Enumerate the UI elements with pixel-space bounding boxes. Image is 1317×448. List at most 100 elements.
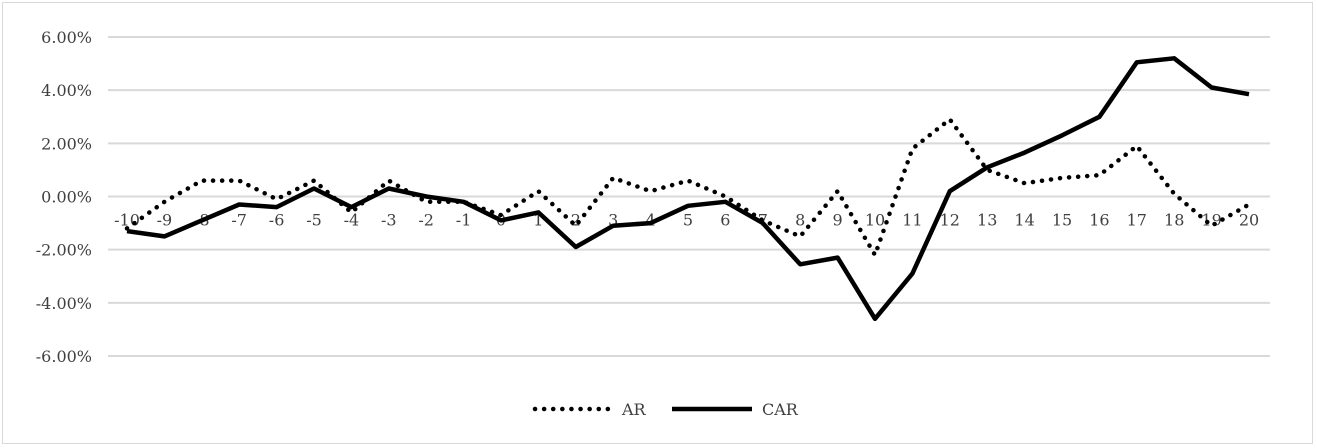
- data-point-car: [613, 225, 614, 226]
- y-tick-label: -2.00%: [36, 241, 92, 260]
- x-tick-label: 13: [977, 211, 997, 230]
- data-point-ar: [575, 225, 576, 226]
- data-point-car: [800, 264, 801, 265]
- x-tick-label: 12: [940, 211, 960, 230]
- data-point-ar: [127, 228, 128, 229]
- data-point-car: [837, 257, 838, 258]
- data-point-car: [239, 204, 240, 205]
- x-tick-label: 2: [571, 211, 581, 230]
- data-point-ar: [1136, 145, 1137, 146]
- x-tick-label: -3: [381, 211, 397, 230]
- y-axis-ticks: 6.00% 4.00% 2.00% 0.00% -2.00% -4.00% -6.00%: [36, 28, 92, 366]
- data-point-car: [201, 220, 202, 221]
- legend: AR CAR: [532, 400, 799, 419]
- data-point-ar: [1062, 177, 1063, 178]
- x-tick-label: 14: [1014, 211, 1034, 230]
- data-point-car: [949, 191, 950, 192]
- data-point-car: [762, 223, 763, 224]
- data-point-car: [164, 236, 165, 237]
- data-point-ar: [351, 212, 352, 213]
- x-tick-label: 20: [1239, 211, 1259, 230]
- x-tick-label: 3: [608, 211, 618, 230]
- data-point-car: [1062, 135, 1063, 136]
- x-tick-label: 4: [646, 211, 656, 230]
- data-point-ar: [1174, 193, 1175, 194]
- data-point-car: [426, 196, 427, 197]
- data-point-ar: [875, 254, 876, 255]
- x-tick-label: 10: [865, 211, 885, 230]
- data-point-ar: [501, 215, 502, 216]
- series-points-ar: [127, 119, 1250, 256]
- legend-item-ar: AR: [532, 400, 647, 419]
- data-point-ar: [1099, 175, 1100, 176]
- data-point-ar: [1211, 225, 1212, 226]
- data-point-ar: [201, 180, 202, 181]
- data-point-ar: [837, 191, 838, 192]
- data-point-car: [276, 207, 277, 208]
- data-point-ar: [725, 196, 726, 197]
- data-point-car: [912, 273, 913, 274]
- data-point-car: [575, 247, 576, 248]
- y-tick-label: 6.00%: [41, 28, 92, 47]
- x-tick-label: 16: [1089, 211, 1109, 230]
- x-tick-label: 9: [833, 211, 843, 230]
- data-point-ar: [912, 148, 913, 149]
- x-tick-label: 8: [795, 211, 805, 230]
- data-point-car: [1211, 87, 1212, 88]
- data-point-car: [875, 318, 876, 319]
- data-point-car: [463, 201, 464, 202]
- data-point-ar: [1024, 183, 1025, 184]
- data-point-ar: [688, 180, 689, 181]
- data-point-car: [688, 205, 689, 206]
- data-point-ar: [388, 180, 389, 181]
- data-point-ar: [800, 236, 801, 237]
- x-tick-label: -2: [418, 211, 434, 230]
- data-point-car: [501, 220, 502, 221]
- legend-item-car: CAR: [672, 400, 799, 419]
- data-point-ar: [239, 180, 240, 181]
- x-tick-label: 17: [1127, 211, 1147, 230]
- x-tick-label: 11: [902, 211, 922, 230]
- data-point-car: [1136, 62, 1137, 63]
- legend-label-ar: AR: [621, 400, 647, 419]
- data-point-ar: [164, 201, 165, 202]
- y-tick-label: 4.00%: [41, 81, 92, 100]
- y-tick-label: -4.00%: [36, 294, 92, 313]
- x-tick-label: 18: [1164, 211, 1184, 230]
- x-axis-ticks: -10 -9 -8 -7 -6 -5 -4 -3 -2 -1 0 1 2 3 4 5 6 7 8 9 10 11 12 13 1…: [114, 211, 1259, 230]
- series-line-car: [126, 56, 1250, 322]
- y-tick-label: 0.00%: [41, 188, 92, 207]
- x-tick-label: -5: [306, 211, 322, 230]
- y-tick-label: -6.00%: [36, 347, 92, 366]
- x-tick-label: -9: [157, 211, 173, 230]
- x-tick-label: 1: [533, 211, 543, 230]
- x-tick-label: 19: [1201, 211, 1221, 230]
- data-point-ar: [314, 180, 315, 181]
- series-line-ar: [124, 117, 1252, 258]
- data-point-car: [1249, 94, 1250, 95]
- data-point-car: [127, 231, 128, 232]
- data-point-ar: [949, 119, 950, 120]
- data-point-car: [725, 201, 726, 202]
- grid-lines: [108, 36, 1270, 357]
- data-point-ar: [613, 177, 614, 178]
- data-point-ar: [426, 201, 427, 202]
- data-point-car: [987, 167, 988, 168]
- series-points-car: [127, 58, 1250, 320]
- x-tick-label: 15: [1052, 211, 1072, 230]
- data-point-ar: [1249, 204, 1250, 205]
- data-point-car: [351, 207, 352, 208]
- data-point-car: [388, 188, 389, 189]
- x-tick-label: 6: [720, 211, 730, 230]
- data-point-ar: [538, 191, 539, 192]
- data-point-car: [1024, 152, 1025, 153]
- x-tick-label: -6: [269, 211, 285, 230]
- data-point-car: [538, 212, 539, 213]
- x-tick-label: -4: [344, 211, 360, 230]
- data-point-car: [1174, 58, 1175, 59]
- y-tick-label: 2.00%: [41, 134, 92, 153]
- x-tick-label: -7: [231, 211, 247, 230]
- data-point-ar: [650, 191, 651, 192]
